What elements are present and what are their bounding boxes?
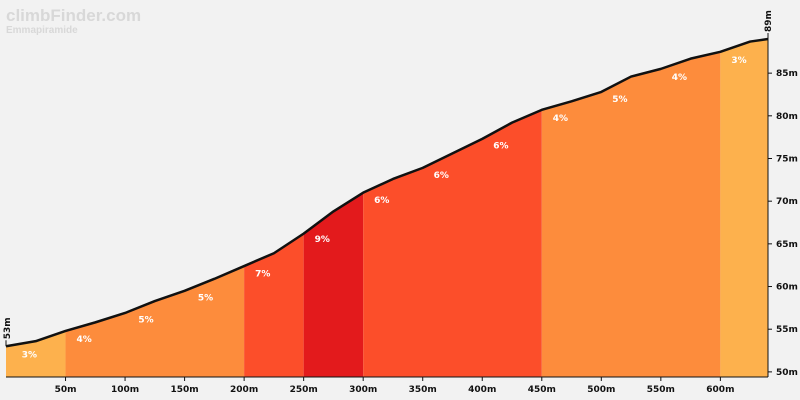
y-tick-label: 85m — [776, 69, 798, 79]
x-tick-label: 250m — [290, 385, 318, 395]
x-tick-label: 150m — [171, 385, 199, 395]
grade-segment-2 — [65, 266, 245, 377]
y-tick-label: 70m — [776, 197, 798, 207]
y-tick-label: 75m — [776, 154, 798, 164]
grade-label-7: 6% — [374, 196, 389, 206]
x-tick-label: 350m — [409, 385, 437, 395]
y-tick-label: 80m — [776, 112, 798, 122]
grade-label-4: 5% — [198, 293, 213, 303]
y-tick-label: 50m — [776, 368, 798, 378]
grade-label-8: 6% — [434, 171, 449, 181]
x-tick-label: 300m — [349, 385, 377, 395]
x-tick-label: 100m — [111, 385, 139, 395]
y-tick-label: 65m — [776, 240, 798, 250]
grade-label-10: 4% — [553, 114, 568, 124]
elevation-profile-line — [5, 37, 769, 348]
x-tick-label: 550m — [647, 385, 675, 395]
x-tick-label: 50m — [55, 385, 77, 395]
y-tick-label: 60m — [776, 283, 798, 293]
grade-segment-7 — [720, 39, 768, 377]
grade-segment-4 — [303, 192, 364, 377]
grade-segment-3 — [244, 233, 304, 377]
grade-segment-5 — [363, 109, 542, 377]
grade-label-12: 4% — [672, 73, 687, 83]
grade-label-9: 6% — [493, 142, 508, 152]
grade-label-3: 5% — [138, 316, 153, 326]
grade-label-13: 3% — [731, 56, 746, 66]
x-tick-label: 450m — [528, 385, 556, 395]
x-tick-label: 600m — [706, 385, 734, 395]
x-tick-label: 400m — [468, 385, 496, 395]
end-elevation-label: 89m — [764, 10, 774, 32]
grade-label-1: 3% — [22, 350, 37, 360]
climb-name: Emmapiramide — [6, 25, 78, 36]
grade-segment-6 — [541, 51, 721, 377]
grade-label-5: 7% — [255, 269, 270, 279]
grade-segment-1 — [6, 330, 66, 377]
brand-logo[interactable]: climbFinder.com — [6, 6, 141, 25]
grade-label-11: 5% — [612, 95, 627, 105]
x-tick-label: 200m — [230, 385, 258, 395]
x-tick-label: 500m — [587, 385, 615, 395]
y-tick-label: 55m — [776, 325, 798, 335]
grade-label-6: 9% — [315, 235, 330, 245]
start-elevation-label: 53m — [3, 317, 13, 339]
grade-label-2: 4% — [76, 335, 91, 345]
